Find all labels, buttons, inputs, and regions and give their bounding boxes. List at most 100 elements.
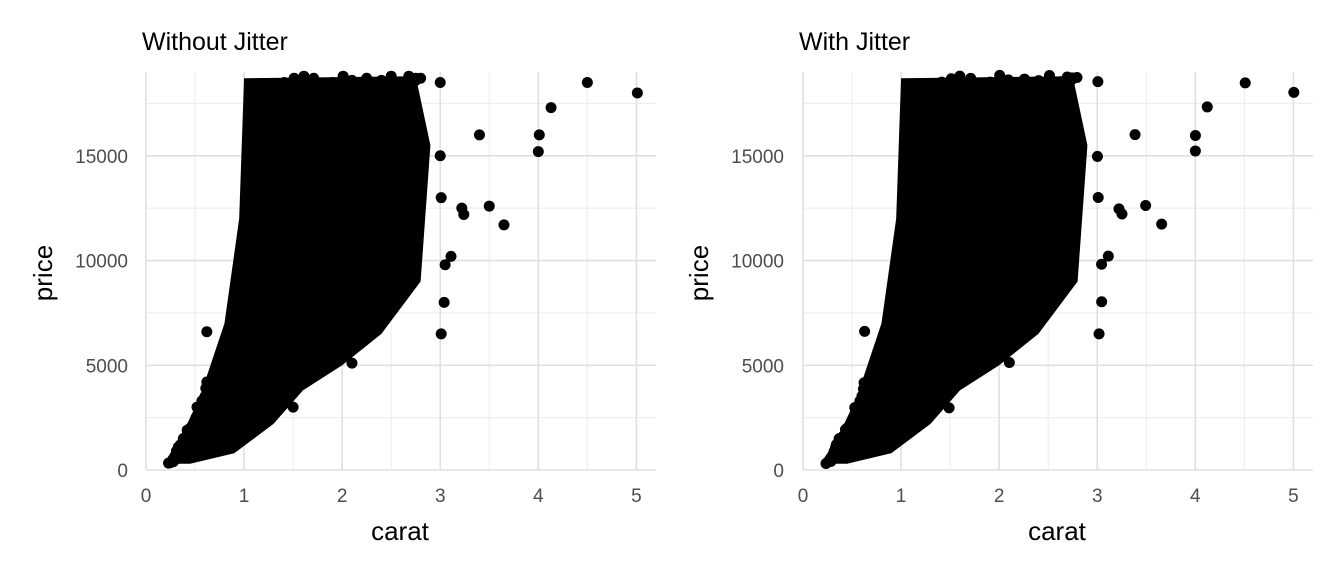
data-point [992,332,1004,344]
data-point [438,296,450,308]
data-point [545,102,557,114]
data-point [1009,97,1021,109]
data-point [895,233,907,245]
data-point [1102,250,1114,262]
data-point [308,72,320,84]
data-point [947,259,959,271]
data-point [317,275,329,287]
data-point [905,278,917,290]
data-point [395,202,407,214]
panel-title: Without Jitter [142,28,288,56]
data-point [361,72,373,84]
data-point [249,202,261,214]
data-point [965,366,977,378]
data-point [435,328,447,340]
data-point [994,69,1006,81]
data-point [1051,202,1063,214]
data-point [341,129,353,141]
data-point [243,171,255,183]
data-point [1091,150,1103,162]
data-point [992,170,1004,182]
data-point [977,203,989,215]
data-point [243,322,255,334]
data-point [984,76,996,88]
data-point [1044,255,1056,267]
data-point [278,76,290,88]
data-point [240,307,252,319]
data-point [949,280,961,292]
panel-title: With Jitter [799,28,910,56]
data-point [866,410,878,422]
data-point [1014,108,1026,120]
data-point [533,129,545,141]
data-point [445,250,457,262]
plot-area: 0 1 2 3 4 5 0 5000 10000 15000 [75,70,656,507]
panel-with-jitter: With Jitter carat price 0 1 2 3 4 5 0 5000 10000… [684,28,1313,546]
data-point [307,366,319,378]
y-tick-label: 15000 [75,147,128,168]
data-point [386,255,398,267]
data-point [1041,283,1053,295]
data-point [377,265,389,277]
data-point [241,366,253,378]
data-point [289,259,301,271]
data-point [928,264,940,276]
data-point [945,182,957,194]
data-point [239,234,251,246]
data-point [919,255,931,267]
data-point [935,340,947,352]
data-point [375,129,387,141]
data-point [321,202,333,214]
data-point [298,70,310,82]
data-point [268,213,279,225]
data-point [327,244,339,256]
data-point [277,234,289,246]
data-point [938,150,950,162]
data-point [936,76,948,88]
data-point [212,380,224,392]
data-point [336,332,348,344]
data-point [1032,129,1044,141]
data-point [331,192,343,204]
data-point [1013,279,1025,291]
data-point [194,407,206,419]
data-point [985,244,997,256]
data-point [1288,86,1300,98]
x-tick-label: 5 [631,486,642,507]
data-point [885,373,897,385]
data-point [211,389,223,401]
data-point [483,200,495,212]
data-point [248,347,260,359]
plot-area: 0 1 2 3 4 5 0 5000 10000 15000 [731,69,1313,507]
data-point [868,381,880,393]
data-point [1014,161,1026,173]
data-point [954,70,966,82]
data-point [370,202,382,214]
data-point [385,70,397,82]
data-point [960,263,972,275]
data-point [210,370,222,382]
data-point [201,376,213,388]
data-point [248,278,260,290]
data-point [532,146,544,158]
data-point [265,313,277,325]
data-point [297,118,309,130]
data-point [280,150,292,162]
data-point [201,326,213,338]
data-point [965,171,977,183]
data-point [336,171,348,183]
data-point [251,296,263,308]
x-tick-label: 2 [337,486,348,507]
data-point [899,321,911,333]
data-point [974,87,986,99]
data-point [287,181,299,193]
data-point [631,87,643,99]
data-point [953,118,965,130]
data-point [1096,296,1108,308]
y-tick-label: 0 [117,461,128,482]
data-point [1002,74,1014,86]
data-point [894,275,906,287]
data-point [967,233,979,245]
